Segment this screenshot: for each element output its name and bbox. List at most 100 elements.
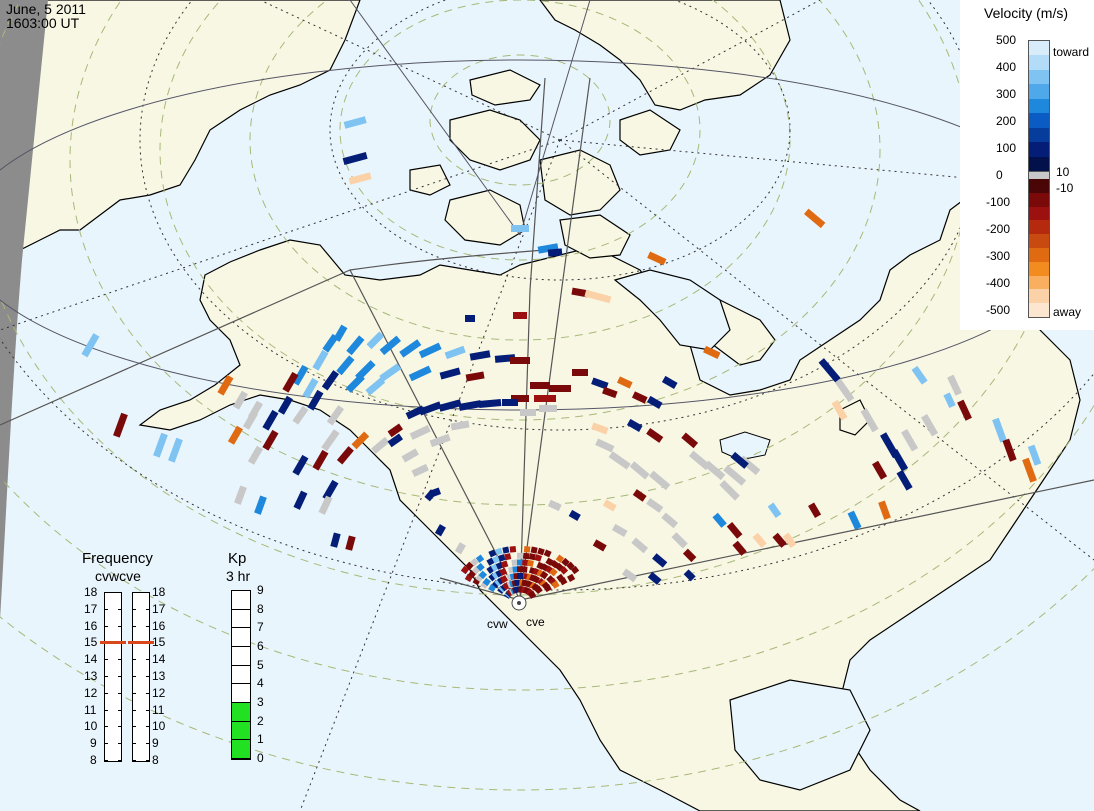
kp-tick-label: 6 bbox=[257, 639, 264, 653]
backscatter-cell bbox=[804, 208, 826, 229]
backscatter-cell bbox=[547, 499, 562, 512]
backscatter-cell bbox=[321, 429, 340, 452]
velocity-tick-label: 100 bbox=[996, 141, 1017, 155]
backscatter-cell bbox=[530, 382, 550, 389]
backscatter-cell bbox=[860, 408, 879, 433]
backscatter-cell bbox=[307, 389, 324, 411]
night-terminator bbox=[0, 0, 48, 620]
frequency-tick-label: 18 bbox=[84, 585, 98, 599]
backscatter-cell bbox=[517, 559, 523, 566]
kp-title: Kp bbox=[228, 550, 247, 567]
frequency-tick bbox=[118, 760, 122, 761]
backscatter-cell bbox=[511, 559, 519, 567]
frequency-tick bbox=[146, 659, 150, 661]
backscatter-cell bbox=[227, 425, 243, 445]
arctic-island bbox=[539, 149, 621, 216]
backscatter-cell bbox=[409, 425, 431, 440]
backscatter-cell bbox=[752, 532, 767, 548]
frequency-tick bbox=[132, 743, 136, 745]
arctic-island bbox=[444, 189, 526, 246]
backscatter-cell bbox=[254, 495, 267, 515]
backscatter-cell bbox=[712, 512, 727, 528]
kp-gridline bbox=[231, 590, 251, 591]
backscatter-cell bbox=[646, 427, 664, 443]
kp-bar bbox=[231, 590, 251, 760]
backscatter-cell bbox=[671, 532, 688, 549]
colorbar-segment bbox=[1029, 179, 1049, 194]
backscatter-cell bbox=[387, 433, 404, 448]
backscatter-cell bbox=[1002, 438, 1017, 462]
kp-gridline bbox=[231, 683, 251, 685]
frequency-tick bbox=[104, 625, 108, 627]
backscatter-cell bbox=[217, 374, 234, 396]
frequency-tick-label: 14 bbox=[152, 652, 166, 667]
date-label: June, 5 2011 bbox=[6, 1, 86, 17]
backscatter-cell bbox=[454, 542, 466, 555]
backscatter-cell bbox=[492, 555, 500, 564]
backscatter-cell bbox=[293, 490, 308, 510]
backscatter-cell bbox=[608, 451, 631, 470]
backscatter-cell bbox=[531, 575, 541, 584]
backscatter-cell bbox=[520, 566, 528, 573]
backscatter-cell bbox=[555, 554, 565, 563]
backscatter-cell bbox=[682, 548, 697, 563]
backscatter-cell bbox=[649, 470, 671, 491]
velocity-legend: Velocity (m/s) toward away 10 -10 500 400… bbox=[960, 0, 1094, 330]
kp-gridline bbox=[231, 720, 251, 722]
backscatter-cell bbox=[292, 454, 309, 476]
frequency-marker bbox=[100, 641, 126, 645]
frequency-tick-label: 10 bbox=[152, 719, 166, 734]
backscatter-cell bbox=[345, 535, 356, 551]
backscatter-cell bbox=[292, 364, 309, 386]
backscatter-cell bbox=[521, 559, 529, 567]
colorbar-segment bbox=[1029, 113, 1049, 129]
backscatter-cell bbox=[458, 400, 482, 411]
backscatter-cell bbox=[723, 464, 747, 486]
backscatter-cell bbox=[470, 557, 479, 567]
velocity-tick-label: -200 bbox=[986, 222, 1011, 236]
backscatter-cell bbox=[526, 559, 534, 567]
frequency-tick-label: 11 bbox=[84, 702, 97, 717]
frequency-tick bbox=[132, 709, 136, 711]
colorbar-segment bbox=[1029, 303, 1049, 318]
velocity-tick-label: -500 bbox=[986, 303, 1011, 317]
backscatter-cell bbox=[896, 469, 913, 491]
backscatter-cell bbox=[683, 569, 696, 582]
frequency-tick bbox=[104, 743, 108, 745]
backscatter-cell bbox=[502, 399, 518, 406]
backscatter-cell bbox=[559, 566, 569, 575]
kp-tick-label: 4 bbox=[257, 676, 264, 691]
backscatter-cell bbox=[517, 573, 523, 579]
backscatter-cell bbox=[379, 335, 401, 356]
backscatter-cell bbox=[434, 524, 446, 537]
colorbar-segment bbox=[1029, 55, 1049, 71]
frequency-tick-label: 8 bbox=[90, 753, 97, 767]
frequency-tick bbox=[132, 659, 136, 661]
kp-gridline bbox=[231, 627, 251, 629]
backscatter-cell bbox=[511, 225, 529, 232]
backscatter-cell bbox=[818, 358, 841, 383]
arctic-island bbox=[469, 69, 541, 106]
hudson-bay bbox=[613, 269, 731, 351]
backscatter-cell bbox=[591, 377, 609, 390]
kp-tick-label: 0 bbox=[257, 751, 264, 765]
colorbar-segment bbox=[1029, 192, 1049, 208]
toward-label: toward bbox=[1053, 45, 1090, 59]
backscatter-cell bbox=[534, 585, 543, 595]
frequency-tick-label: 9 bbox=[152, 736, 159, 751]
backscatter-cell bbox=[595, 438, 615, 453]
frequency-tick bbox=[118, 676, 122, 677]
frequency-tick bbox=[104, 676, 108, 677]
colorbar-segment bbox=[1029, 206, 1049, 221]
backscatter-cell bbox=[312, 449, 329, 471]
velocity-vectors bbox=[81, 116, 1042, 599]
colorbar-segment bbox=[1029, 248, 1049, 263]
backscatter-cell bbox=[475, 554, 485, 563]
backscatter-cell bbox=[957, 399, 972, 421]
backscatter-cell bbox=[878, 500, 891, 520]
backscatter-cell bbox=[460, 565, 470, 575]
backscatter-cell bbox=[719, 480, 740, 501]
frequency-tick bbox=[132, 760, 136, 761]
backscatter-cell bbox=[891, 448, 909, 472]
frequency-tick bbox=[132, 692, 136, 694]
